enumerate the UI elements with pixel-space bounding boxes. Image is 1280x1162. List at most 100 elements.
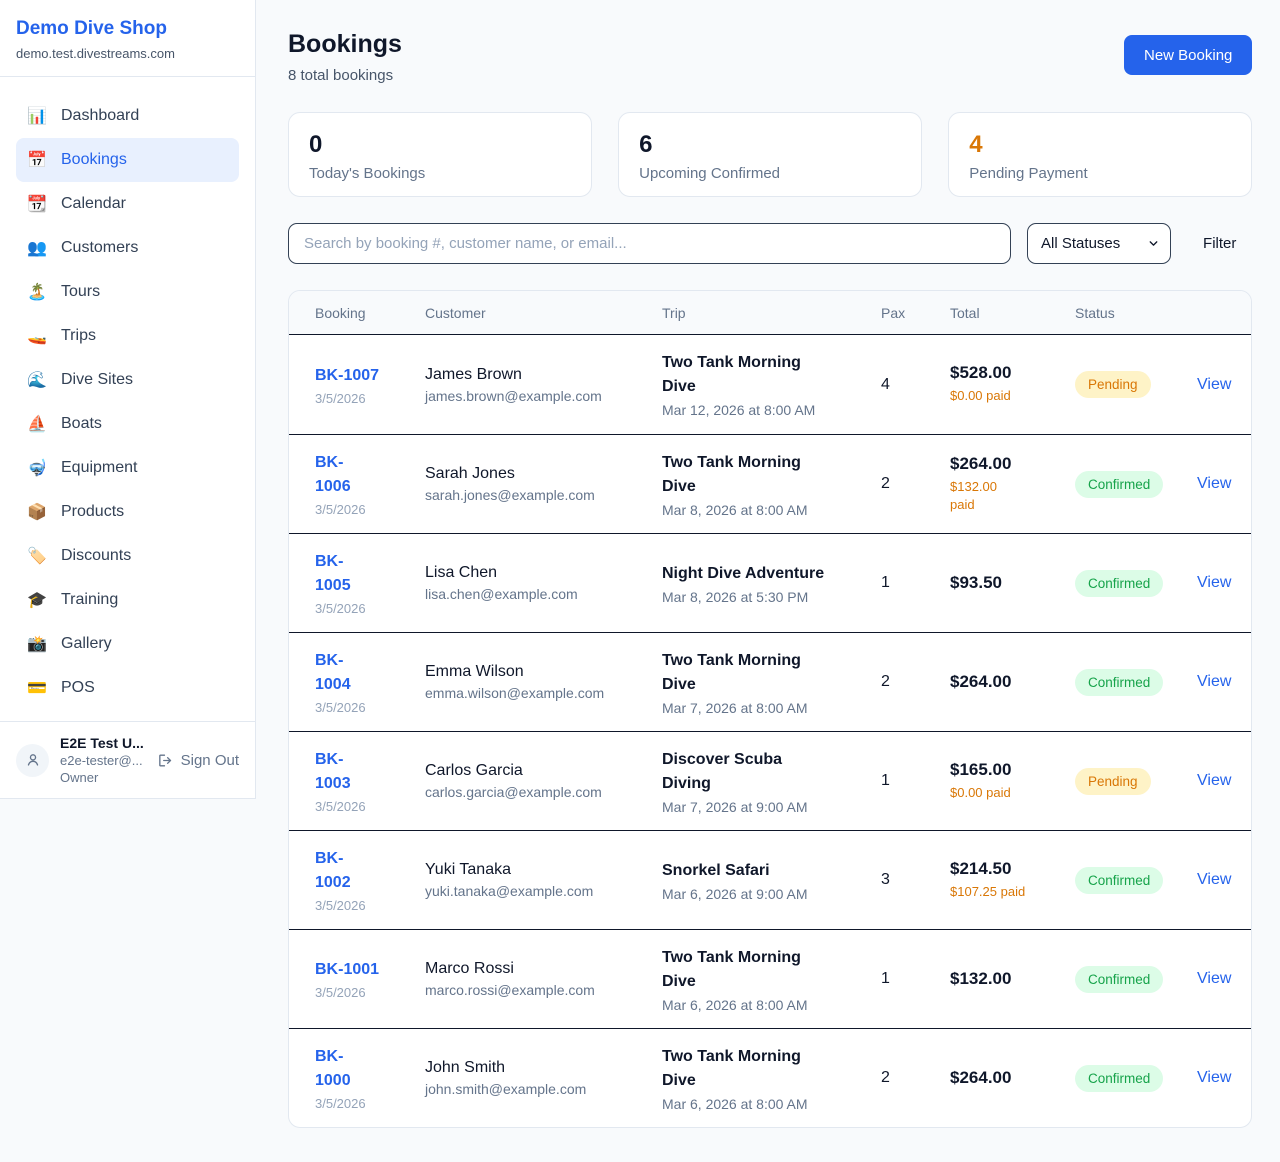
trip-datetime: Mar 8, 2026 at 8:00 AM: [662, 501, 808, 518]
view-link[interactable]: View: [1197, 772, 1232, 789]
person-icon: [27, 754, 38, 766]
filter-button[interactable]: Filter: [1171, 235, 1252, 252]
status-badge: Confirmed: [1075, 866, 1164, 894]
stat-value: 6: [639, 131, 653, 158]
user-email: e2e-tester@...: [60, 753, 143, 768]
pax-cell: 1: [881, 772, 950, 790]
booking-id-link[interactable]: BK- 1004: [315, 652, 351, 693]
sidebar-item-customers[interactable]: 👥 Customers: [16, 226, 239, 270]
pax-cell: 2: [881, 673, 950, 691]
pax-value: 1: [881, 574, 890, 591]
sign-out-button[interactable]: Sign Out: [157, 752, 239, 769]
sidebar-item-tours[interactable]: 🏝️ Tours: [16, 270, 239, 314]
trip-cell: Night Dive Adventure Mar 8, 2026 at 5:30 …: [662, 562, 881, 605]
sidebar-item-pos[interactable]: 💳 POS: [16, 666, 239, 710]
pax-value: 2: [881, 673, 890, 690]
status-cell: Confirmed: [1075, 668, 1197, 696]
pax-value: 1: [881, 970, 890, 987]
sidebar-item-dive-sites[interactable]: 🌊 Dive Sites: [16, 358, 239, 402]
trip-datetime: Mar 6, 2026 at 9:00 AM: [662, 885, 808, 902]
booking-id-link[interactable]: BK- 1006: [315, 454, 351, 495]
table-row: BK- 1004 3/5/2026 Emma Wilson emma.wilson@ex…: [289, 632, 1252, 731]
total-cell: $132.00: [950, 969, 1075, 989]
table-row: BK- 1000 3/5/2026 John Smith john.smith@exam…: [289, 1028, 1252, 1127]
pax-cell: 1: [881, 970, 950, 988]
new-booking-button[interactable]: New Booking: [1124, 35, 1253, 75]
people-icon: 👥: [27, 240, 47, 257]
stat-label: Pending Payment: [969, 165, 1088, 183]
booking-date: 3/5/2026: [315, 502, 366, 517]
speedboat-icon: 🚤: [27, 328, 47, 345]
sidebar-item-boats[interactable]: ⛵ Boats: [16, 402, 239, 446]
view-link[interactable]: View: [1197, 375, 1232, 393]
pax-value: 2: [881, 475, 890, 492]
view-link[interactable]: View: [1197, 1069, 1232, 1086]
sidebar-item-label: Equipment: [61, 459, 138, 476]
booking-id-link[interactable]: BK- 1000: [315, 1048, 351, 1089]
trip-name: Discover Scuba Diving: [662, 750, 783, 792]
pax-cell: 1: [881, 574, 950, 592]
package-icon: 📦: [27, 504, 47, 521]
trip-name: Snorkel Safari: [662, 861, 770, 879]
sidebar-item-bookings[interactable]: 📅 Bookings: [16, 138, 239, 182]
view-link[interactable]: View: [1197, 871, 1232, 888]
status-filter-select[interactable]: All Statuses: [1027, 223, 1172, 264]
sidebar-nav: 📊 Dashboard 📅 Bookings 📆 Calendar 👥 Customers 🏝️…: [0, 77, 255, 721]
sidebar-item-dashboard[interactable]: 📊 Dashboard: [16, 94, 239, 138]
booking-id-link[interactable]: BK- 1005: [315, 553, 351, 594]
column-header-booking: Booking: [315, 304, 366, 321]
view-link[interactable]: View: [1197, 574, 1232, 591]
booking-date: 3/5/2026: [315, 1096, 366, 1111]
customer-cell: Carlos Garcia carlos.garcia@example.com: [425, 762, 662, 800]
sidebar-item-discounts[interactable]: 🏷️ Discounts: [16, 534, 239, 578]
pax-cell: 4: [881, 376, 950, 394]
sidebar-item-training[interactable]: 🎓 Training: [16, 578, 239, 622]
customer-email: sarah.jones@example.com: [425, 487, 595, 503]
status-cell: Confirmed: [1075, 1064, 1197, 1092]
sidebar-item-label: Products: [61, 503, 125, 520]
total-cell: $264.00: [950, 1068, 1075, 1088]
status-badge: Pending: [1075, 767, 1151, 795]
customer-email: emma.wilson@example.com: [425, 685, 605, 701]
customer-email: marco.rossi@example.com: [425, 982, 595, 998]
pax-cell: 2: [881, 475, 950, 493]
view-link[interactable]: View: [1197, 475, 1232, 492]
booking-id-link[interactable]: BK-1007: [315, 366, 380, 384]
customer-cell: James Brown james.brown@example.com: [425, 366, 662, 404]
booking-cell: BK- 1005 3/5/2026: [315, 550, 425, 616]
customer-email: carlos.garcia@example.com: [425, 784, 602, 800]
view-link[interactable]: View: [1197, 673, 1232, 690]
label-tag-icon: 🏷️: [27, 548, 47, 565]
sidebar-item-calendar[interactable]: 📆 Calendar: [16, 182, 239, 226]
view-link[interactable]: View: [1197, 970, 1232, 987]
total-amount: $214.50: [950, 858, 1012, 878]
sidebar-item-products[interactable]: 📦 Products: [16, 490, 239, 534]
booking-id-link[interactable]: BK-1001: [315, 961, 380, 978]
column-header-pax: Pax: [881, 304, 906, 321]
trip-name: Two Tank Morning Dive: [662, 354, 801, 395]
pax-value: 3: [881, 871, 890, 888]
search-input[interactable]: [288, 223, 1012, 264]
trip-datetime: Mar 7, 2026 at 8:00 AM: [662, 699, 808, 716]
total-cell: $528.00 $0.00 paid: [950, 363, 1075, 405]
sidebar-item-gallery[interactable]: 📸 Gallery: [16, 622, 239, 666]
customer-cell: Marco Rossi marco.rossi@example.com: [425, 960, 662, 998]
booking-id-link[interactable]: BK- 1002: [315, 850, 351, 891]
total-amount: $264.00: [950, 1068, 1012, 1087]
stat-card-today-s-bookings: 0 Today's Bookings: [288, 112, 593, 197]
total-cell: $264.00 $132.00 paid: [950, 454, 1075, 514]
customer-cell: Lisa Chen lisa.chen@example.com: [425, 564, 662, 602]
status-badge: Confirmed: [1075, 1064, 1164, 1092]
booking-date: 3/5/2026: [315, 799, 366, 814]
sidebar-item-equipment[interactable]: 🤿 Equipment: [16, 446, 239, 490]
calendar-icon: 📅: [27, 152, 47, 169]
column-header-status: Status: [1075, 304, 1115, 321]
booking-cell: BK- 1003 3/5/2026: [315, 748, 425, 814]
booking-id-link[interactable]: BK- 1003: [315, 751, 351, 792]
status-badge: Confirmed: [1075, 569, 1164, 597]
customer-email: john.smith@example.com: [425, 1081, 587, 1097]
sidebar-item-trips[interactable]: 🚤 Trips: [16, 314, 239, 358]
trip-name: Night Dive Adventure: [662, 564, 825, 582]
sidebar-item-label: Trips: [61, 327, 96, 344]
trip-name: Two Tank Morning Dive: [662, 453, 801, 495]
